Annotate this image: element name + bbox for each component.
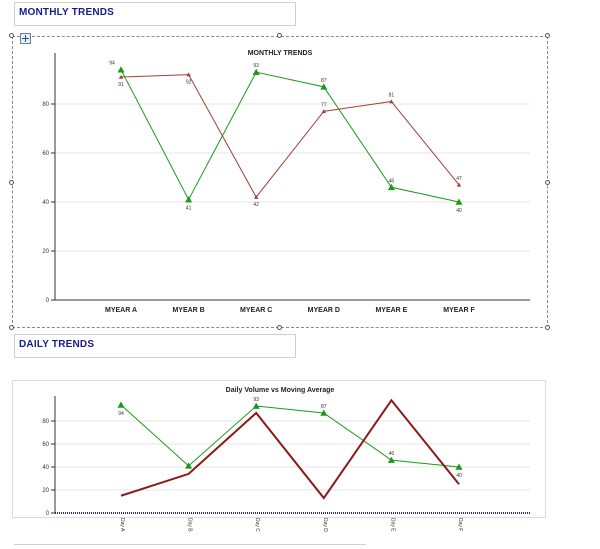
chart2-y-tick-label: 20	[42, 488, 49, 494]
resize-handle-top-left[interactable]	[9, 33, 14, 38]
resize-handle-right[interactable]	[545, 180, 550, 185]
chart2-series-1-point	[387, 456, 395, 463]
chart2-category-label: Day D	[322, 518, 328, 532]
chart2-category-label: Day F	[457, 518, 463, 531]
chart2-category-label: Day B	[187, 518, 193, 532]
chart1-series-2-point	[456, 182, 462, 187]
resize-handle-bottom[interactable]	[277, 325, 282, 330]
chart1-series-2-point	[389, 99, 394, 104]
chart1-series-2-data-label: 42	[253, 202, 259, 208]
chart1-series-1-point	[252, 68, 260, 75]
chart2-category-label: Day E	[389, 518, 395, 532]
chart1-series-2-point	[118, 74, 124, 79]
chart2-category-label: Day A	[119, 518, 125, 532]
chart2-series-1-data-label: 40	[456, 473, 462, 479]
chart1-series-1-data-label: 41	[186, 206, 192, 212]
chart1-series-2-data-label: 47	[456, 176, 462, 182]
chart1-series-2-point	[186, 72, 191, 77]
chart2-series-1-data-label: 94	[118, 411, 124, 417]
bottom-divider	[14, 544, 366, 549]
chart1-title: MONTHLY TRENDS	[248, 50, 313, 57]
chart1-series-2-line	[120, 74, 460, 199]
chart1-series-1-data-label: 40	[456, 208, 462, 214]
chart1-series-1-point	[455, 198, 463, 205]
chart1-series-1-data-label: 87	[321, 78, 327, 84]
chart2-series-2-line	[120, 398, 460, 500]
chart1-series-1-data-label: 46	[389, 178, 395, 184]
resize-handle-top-right[interactable]	[545, 33, 550, 38]
chart2-y-tick-label: 60	[42, 442, 49, 448]
chart1-series-1-point	[185, 196, 193, 203]
chart1-series-2-point	[254, 194, 259, 199]
chart2-series-1-data-label: 93	[253, 397, 259, 403]
monthly-trends-title: MONTHLY TRENDS	[19, 7, 115, 18]
chart1-y-tick-label: 60	[42, 151, 49, 157]
resize-handle-left[interactable]	[9, 180, 14, 185]
chart1-category-label: MYEAR C	[240, 307, 272, 314]
chart1-category-label: MYEAR A	[105, 307, 137, 314]
daily-chart-frame	[12, 380, 546, 518]
resize-handle-bottom-right[interactable]	[545, 325, 550, 330]
chart2-series-1-point	[117, 401, 125, 408]
chart2-series-1-point	[252, 402, 260, 409]
chart1-series-1-point	[387, 183, 395, 191]
chart1-y-tick-label: 20	[42, 249, 49, 255]
chart1-series-1-data-label: 93	[253, 63, 259, 69]
chart1-series-1-point	[320, 83, 328, 90]
chart1-y-tick-label: 40	[42, 200, 49, 206]
chart2-category-label: Day C	[254, 518, 260, 532]
chart1-category-label: MYEAR B	[172, 307, 204, 314]
daily-trends-title: DAILY TRENDS	[19, 339, 95, 350]
chart2-y-tick-label: 80	[42, 419, 49, 425]
chart1-category-label: MYEAR E	[375, 307, 407, 314]
monthly-trends-header: MONTHLY TRENDS	[14, 2, 296, 26]
chart1-y-tick-label: 80	[42, 102, 49, 108]
chart2-series-1-data-label: 87	[321, 404, 327, 410]
chart1-series-2-data-label: 92	[186, 80, 192, 86]
chart2-y-tick-label: 0	[46, 511, 50, 517]
chart2-y-tick-label: 40	[42, 465, 49, 471]
resize-handle-bottom-left[interactable]	[9, 325, 14, 330]
chart1-series-1-data-label: 94	[109, 61, 115, 67]
chart2-series-1-line	[120, 404, 460, 468]
chart1-series-2-data-label: 91	[118, 82, 124, 88]
daily-trends-header: DAILY TRENDS	[14, 334, 296, 358]
chart2-series-1-point	[185, 462, 193, 469]
chart1-series-1-point	[117, 66, 125, 73]
move-handle-icon[interactable]	[20, 33, 31, 44]
chart1-series-1-line	[120, 69, 460, 203]
chart1-series-2-point	[321, 109, 326, 114]
chart1-series-2-data-label: 77	[321, 102, 327, 108]
chart2-title: Daily Volume vs Moving Average	[226, 387, 335, 394]
resize-handle-top[interactable]	[277, 33, 282, 38]
chart1-category-label: MYEAR D	[308, 307, 340, 314]
chart2-series-1-point	[320, 409, 328, 416]
chart1-series-2-data-label: 81	[389, 93, 395, 99]
chart1-category-label: MYEAR F	[443, 307, 475, 314]
chart1-y-tick-label: 0	[46, 298, 50, 304]
chart2-series-1-point	[455, 463, 463, 470]
chart2-series-1-data-label: 46	[389, 451, 395, 457]
